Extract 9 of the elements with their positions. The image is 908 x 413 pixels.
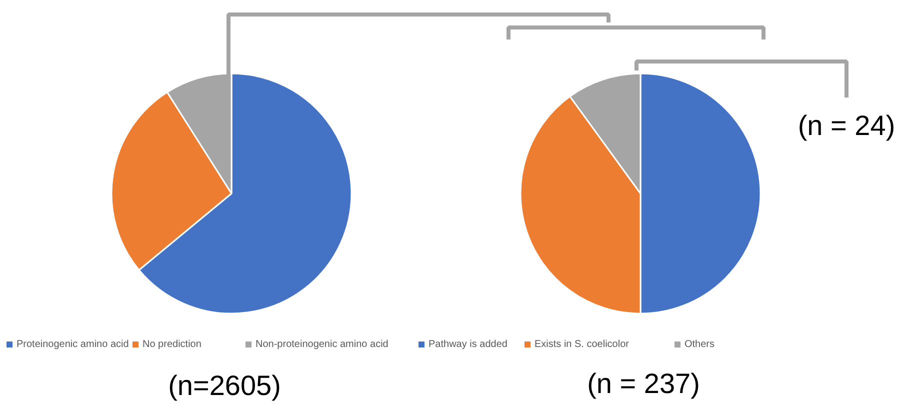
text: (n = 237) [587,368,700,399]
text: (n=2605) [168,370,281,401]
legend-label: Proteinogenic amino acid [16,339,129,350]
legend-label: Pathway is added [428,339,508,350]
legend-label: Others [684,339,715,350]
legend-label: Non-proteinogenic amino acid [256,339,388,350]
text: (n = 24) [798,110,896,141]
legend-label: Exists in S. coelicolor [534,339,630,350]
legend-label: No prediction [142,339,202,350]
